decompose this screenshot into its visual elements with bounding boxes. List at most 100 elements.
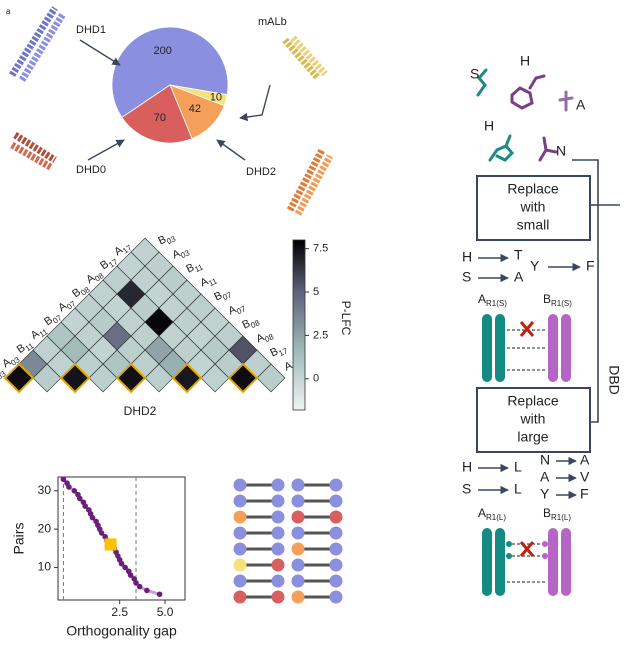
protein-cartoons bbox=[9, 6, 334, 216]
bracket bbox=[572, 159, 620, 423]
pie-value-label: 42 bbox=[189, 103, 201, 115]
heatmap-label-left: B03 bbox=[0, 365, 8, 386]
heatmap-label-right-base: B bbox=[184, 261, 196, 275]
heatmap-label-right-sub: 08 bbox=[249, 318, 261, 330]
heatmap-label-right: A11 bbox=[198, 272, 219, 292]
pie-value-label: 200 bbox=[153, 45, 171, 57]
highlight-outline bbox=[227, 362, 259, 394]
pie-slice bbox=[111, 26, 229, 118]
pair-node bbox=[291, 510, 305, 524]
mutation-from: S bbox=[462, 269, 471, 285]
data-point bbox=[127, 572, 134, 578]
heatmap-label-right-sub: 11 bbox=[193, 262, 205, 274]
colorbar-tick-label: 2.5 bbox=[313, 329, 328, 341]
pair-node bbox=[233, 590, 247, 604]
pair-node bbox=[329, 478, 343, 492]
heatmap-label-right: A08 bbox=[254, 327, 275, 347]
helix-label-base: B bbox=[543, 506, 551, 520]
mutation-from: S bbox=[462, 481, 471, 497]
mutation-from: A bbox=[540, 469, 550, 485]
x-axis-label: Orthogonality gap bbox=[66, 623, 177, 639]
pair-node bbox=[291, 494, 305, 508]
helix-pair bbox=[482, 314, 571, 382]
data-point bbox=[82, 503, 89, 509]
helix-label: BR1(S) bbox=[543, 292, 572, 308]
pair-node bbox=[271, 558, 285, 572]
x-tick-label: 5.0 bbox=[157, 605, 174, 619]
heatmap-label-right-sub: 07 bbox=[235, 304, 247, 316]
pair-node bbox=[271, 510, 285, 524]
data-point bbox=[156, 591, 163, 598]
heatmap-label-right-base: B bbox=[268, 345, 280, 359]
colorbar-tick-label: 5 bbox=[313, 286, 319, 298]
highlight-point bbox=[104, 538, 117, 551]
heatmap-label-right-sub: 03 bbox=[179, 248, 191, 260]
pair-node bbox=[291, 478, 305, 492]
helix-label-base: A bbox=[478, 506, 486, 520]
scatter-panel: 2.5 5.0 10 20 30 Orthogonality gap Pairs bbox=[11, 476, 186, 639]
pair-node bbox=[233, 494, 247, 508]
heatmap-label-right: A07 bbox=[226, 299, 247, 319]
heatmap-label-right: B11 bbox=[184, 258, 205, 278]
pie-panel: 200 DHD1 10 mALb 42 DHD2 70 DHD0 bbox=[76, 16, 287, 178]
data-point bbox=[118, 560, 125, 567]
data-point bbox=[76, 495, 83, 502]
mutation-to: L bbox=[514, 459, 522, 475]
pair-node bbox=[329, 542, 343, 556]
mutation-to: T bbox=[514, 247, 523, 263]
helix-pair bbox=[482, 528, 571, 596]
heatmap-label-right: B03 bbox=[156, 229, 177, 249]
residue-icons bbox=[476, 68, 574, 162]
pair-node bbox=[291, 542, 305, 556]
y-tick-label: 20 bbox=[38, 521, 52, 535]
data-point bbox=[122, 564, 128, 571]
box-text: with bbox=[520, 411, 546, 427]
mutation-to: F bbox=[586, 258, 595, 274]
heatmap-label-left: B17 bbox=[98, 253, 120, 274]
helix-label-sub: R1(L) bbox=[551, 513, 571, 522]
residue: H bbox=[484, 118, 494, 134]
pair-node bbox=[329, 574, 343, 588]
heatmap-label-right: A03 bbox=[170, 243, 191, 263]
pair-node bbox=[271, 494, 285, 508]
heatmap-label-right-sub: 03 bbox=[165, 234, 177, 246]
mutation-from: Y bbox=[540, 486, 550, 502]
highlight-outline bbox=[115, 362, 147, 394]
data-point bbox=[133, 579, 139, 586]
residue: N bbox=[556, 143, 566, 159]
dbd-label: DBD bbox=[606, 365, 622, 395]
heatmap-label-right: B17 bbox=[268, 341, 289, 361]
helix-label: BR1(L) bbox=[543, 506, 571, 522]
heatmap-label-right-base: B bbox=[212, 289, 224, 303]
highlight-outline bbox=[3, 362, 35, 394]
colorbar bbox=[292, 239, 306, 411]
pair-node bbox=[271, 478, 285, 492]
pair-node bbox=[233, 542, 247, 556]
box-text: with bbox=[520, 199, 546, 215]
residue: S bbox=[470, 66, 479, 82]
heatmap-label-right: B07 bbox=[212, 285, 233, 305]
pair-node bbox=[329, 494, 343, 508]
helix-label-sub: R1(S) bbox=[486, 299, 507, 308]
highlight-outline bbox=[59, 362, 91, 394]
pair-node bbox=[271, 526, 285, 540]
y-axis-label: Pairs bbox=[11, 523, 27, 555]
residue: H bbox=[520, 53, 530, 69]
helix-label-base: B bbox=[543, 292, 551, 306]
pair-node bbox=[271, 574, 285, 588]
data-point bbox=[98, 530, 105, 536]
pair-node bbox=[291, 558, 305, 572]
heatmap-label-right-sub: 07 bbox=[221, 290, 233, 302]
heatmap-label-left: B11 bbox=[15, 337, 36, 358]
heatmap-label-right-sub: 08 bbox=[263, 332, 275, 344]
data-point bbox=[136, 583, 143, 590]
helix-label: AR1(S) bbox=[478, 292, 507, 308]
mutation-from: H bbox=[462, 249, 472, 265]
pair-node bbox=[329, 526, 343, 540]
pair-node bbox=[271, 590, 285, 604]
box-text: Replace bbox=[507, 181, 559, 197]
heatmap-cell bbox=[130, 237, 160, 267]
box bbox=[476, 175, 591, 241]
pair-grid bbox=[233, 478, 343, 604]
